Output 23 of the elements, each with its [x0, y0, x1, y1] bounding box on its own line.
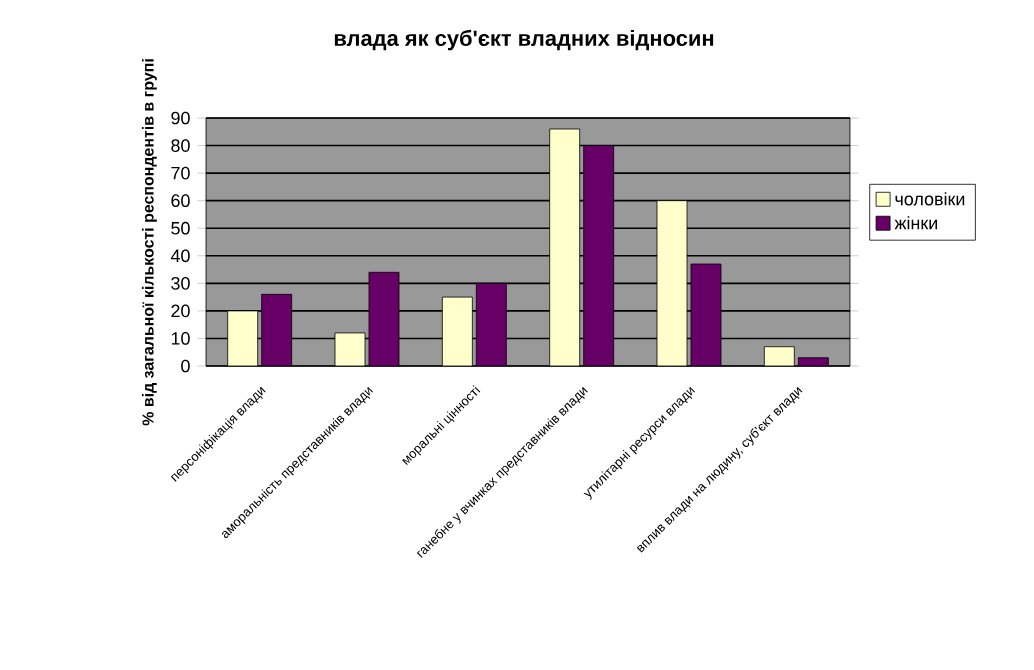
- y-tick-label: 10: [171, 332, 190, 345]
- y-tick-label: 30: [171, 276, 190, 290]
- bar: [583, 145, 615, 366]
- chart-title: влада як суб'єкт владних відносин: [334, 29, 714, 51]
- legend-label: жінки: [894, 216, 937, 230]
- y-tick-label: 60: [171, 194, 190, 208]
- y-tick-label: 40: [170, 249, 190, 263]
- y-tick-label: 20: [171, 304, 190, 318]
- y-tick-label: 90: [171, 111, 190, 125]
- bar: [763, 346, 795, 366]
- legend-label: чоловіки: [895, 192, 965, 206]
- bar: [656, 200, 688, 366]
- bar: [368, 271, 400, 366]
- bar: [549, 128, 581, 366]
- bar: [690, 263, 722, 366]
- y-tick-label: 50: [171, 221, 190, 235]
- y-tick-label: 80: [171, 139, 190, 152]
- y-tick-label: 70: [171, 166, 190, 180]
- bar: [261, 293, 293, 366]
- bar: [441, 296, 473, 366]
- bar: [227, 310, 259, 366]
- y-tick-label: 0: [181, 359, 190, 373]
- bar: [475, 282, 507, 366]
